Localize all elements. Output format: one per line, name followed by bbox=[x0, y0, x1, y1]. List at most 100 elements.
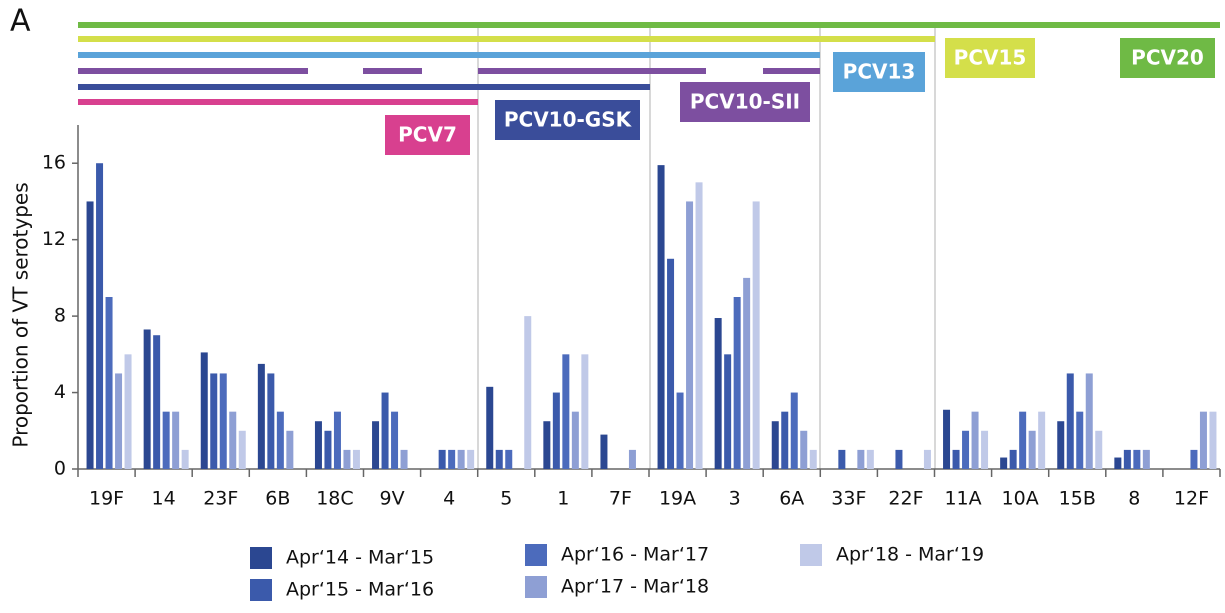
bar bbox=[1076, 411, 1084, 469]
bar bbox=[219, 373, 227, 469]
bar bbox=[210, 373, 218, 469]
bar bbox=[895, 449, 903, 469]
bar bbox=[1085, 373, 1093, 469]
bar bbox=[1199, 411, 1207, 469]
bar bbox=[552, 392, 560, 469]
vaccine-box bbox=[833, 52, 925, 92]
legend-label: Apr‘15 - Mar‘16 bbox=[286, 579, 434, 601]
x-tick-label: 14 bbox=[152, 488, 176, 510]
bar bbox=[96, 163, 104, 469]
x-tick-label: 3 bbox=[729, 488, 741, 510]
bar bbox=[172, 411, 180, 469]
bar bbox=[314, 421, 322, 469]
bar bbox=[467, 449, 475, 469]
bar bbox=[800, 430, 808, 469]
x-tick-label: 6A bbox=[779, 488, 804, 510]
bar bbox=[324, 430, 332, 469]
x-tick-label: 33F bbox=[831, 488, 866, 510]
bar bbox=[724, 354, 732, 469]
bar bbox=[686, 201, 694, 469]
bar bbox=[838, 449, 846, 469]
bar bbox=[229, 411, 237, 469]
bar bbox=[790, 392, 798, 469]
bar bbox=[667, 258, 675, 469]
y-tick-label: 16 bbox=[42, 152, 66, 174]
bar bbox=[115, 373, 123, 469]
y-tick-label: 8 bbox=[54, 305, 66, 327]
bar bbox=[962, 430, 970, 469]
bar bbox=[752, 201, 760, 469]
vaccine-label: PCV10-SII bbox=[690, 90, 800, 114]
bar bbox=[1009, 449, 1017, 469]
bar bbox=[448, 449, 456, 469]
bar bbox=[581, 354, 589, 469]
y-axis-label: Proportion of VT serotypes bbox=[9, 182, 33, 447]
bar bbox=[457, 449, 465, 469]
bar bbox=[1057, 421, 1065, 469]
bar bbox=[286, 430, 294, 469]
bar bbox=[1066, 373, 1074, 469]
x-tick-label: 8 bbox=[1128, 488, 1140, 510]
bar bbox=[153, 335, 161, 469]
legend-label: Apr‘14 - Mar‘15 bbox=[286, 547, 434, 569]
x-tick-label: 5 bbox=[500, 488, 512, 510]
bar bbox=[1190, 449, 1198, 469]
bar bbox=[1028, 430, 1036, 469]
bar bbox=[971, 411, 979, 469]
bar bbox=[743, 277, 751, 469]
x-tick-label: 11A bbox=[944, 488, 981, 510]
legend-swatch bbox=[525, 544, 547, 566]
bar bbox=[486, 386, 494, 469]
vaccine-box bbox=[1120, 38, 1215, 78]
bar bbox=[771, 421, 779, 469]
bar bbox=[1095, 430, 1103, 469]
bar bbox=[628, 449, 636, 469]
panel-label: A bbox=[10, 4, 31, 39]
bar bbox=[1123, 449, 1131, 469]
bar bbox=[267, 373, 275, 469]
bar bbox=[162, 411, 170, 469]
bar bbox=[943, 409, 951, 469]
x-tick-label: 4 bbox=[443, 488, 455, 510]
vaccine-box bbox=[495, 100, 640, 140]
bar bbox=[400, 449, 408, 469]
bar bbox=[714, 318, 722, 469]
bar bbox=[143, 329, 151, 469]
bar bbox=[505, 449, 513, 469]
bar bbox=[657, 165, 665, 469]
bar bbox=[524, 316, 532, 469]
x-tick-label: 19A bbox=[659, 488, 696, 510]
vaccine-box bbox=[385, 115, 470, 155]
bar bbox=[1019, 411, 1027, 469]
bar bbox=[1133, 449, 1141, 469]
bar bbox=[857, 449, 865, 469]
x-tick-label: 18C bbox=[316, 488, 353, 510]
bar bbox=[372, 421, 380, 469]
bar bbox=[86, 201, 94, 469]
vaccine-box bbox=[680, 82, 810, 122]
x-tick-label: 22F bbox=[888, 488, 923, 510]
bar bbox=[1114, 457, 1122, 469]
bar bbox=[257, 363, 265, 469]
legend-label: Apr‘18 - Mar‘19 bbox=[836, 544, 984, 566]
x-tick-label: 23F bbox=[203, 488, 238, 510]
bar bbox=[381, 392, 389, 469]
bar bbox=[981, 430, 989, 469]
vaccine-label: PCV20 bbox=[1131, 46, 1204, 70]
x-tick-label: 19F bbox=[89, 488, 124, 510]
bar bbox=[1209, 411, 1217, 469]
x-tick-label: 12F bbox=[1174, 488, 1209, 510]
bar bbox=[809, 449, 817, 469]
bar bbox=[543, 421, 551, 469]
vaccine-label: PCV7 bbox=[398, 123, 457, 147]
bar bbox=[181, 449, 189, 469]
legend-swatch bbox=[250, 579, 272, 601]
bar bbox=[1000, 457, 1008, 469]
bar bbox=[238, 430, 246, 469]
bar bbox=[952, 449, 960, 469]
x-tick-label: 1 bbox=[557, 488, 569, 510]
bar bbox=[495, 449, 503, 469]
x-tick-label: 7F bbox=[609, 488, 632, 510]
vaccine-label: PCV15 bbox=[954, 46, 1027, 70]
